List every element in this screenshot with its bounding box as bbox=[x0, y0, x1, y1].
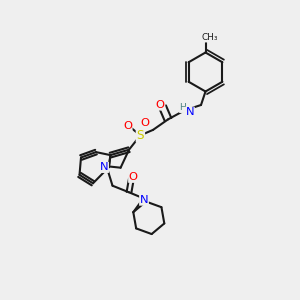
Text: O: O bbox=[123, 121, 132, 131]
Text: N: N bbox=[186, 107, 194, 117]
Text: N: N bbox=[100, 162, 108, 172]
Text: O: O bbox=[129, 172, 138, 182]
Text: O: O bbox=[141, 118, 150, 128]
Text: CH₃: CH₃ bbox=[202, 33, 218, 42]
Text: S: S bbox=[136, 129, 144, 142]
Text: N: N bbox=[140, 195, 148, 205]
Text: O: O bbox=[156, 100, 165, 110]
Text: H: H bbox=[180, 103, 186, 112]
